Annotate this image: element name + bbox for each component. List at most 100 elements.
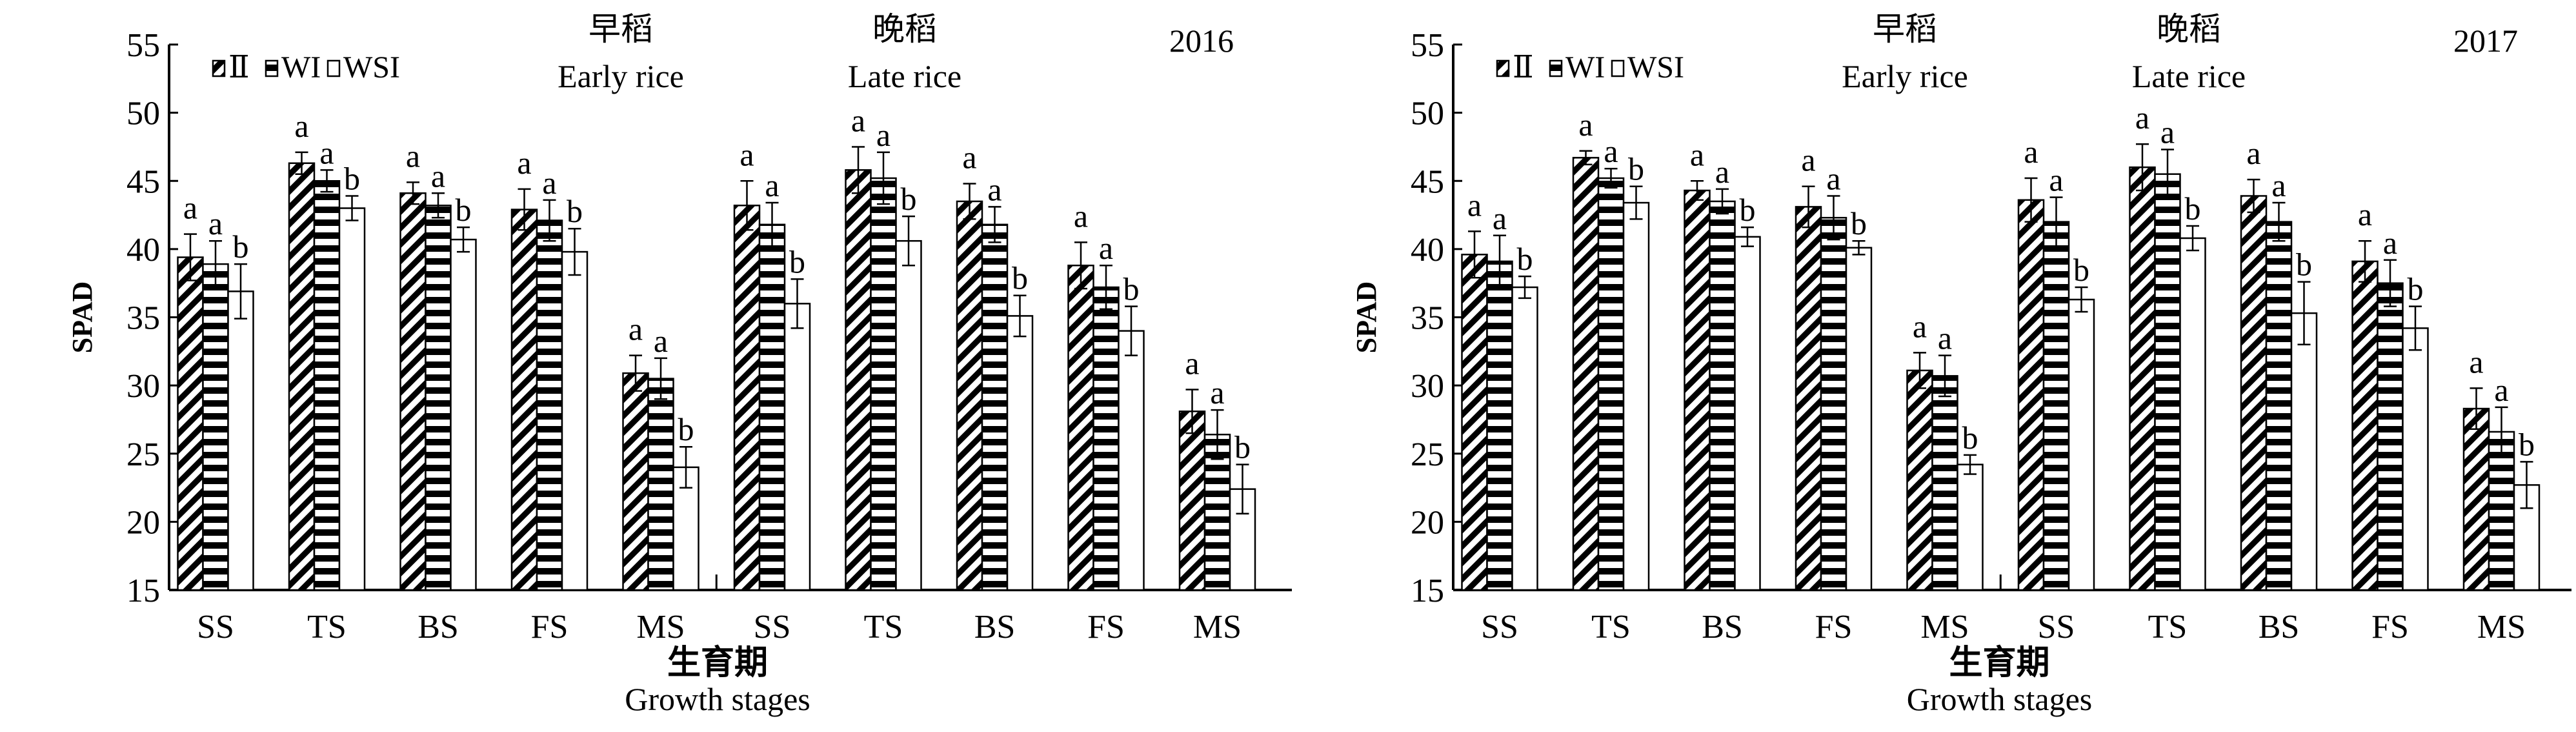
- y-tick-label: 15: [126, 573, 160, 609]
- y-tick-label: 20: [126, 504, 160, 541]
- bar-WSI-FS: [2402, 327, 2429, 591]
- x-tick-label: BS: [974, 609, 1016, 646]
- x-tick-label: FS: [2371, 609, 2409, 646]
- x-tick-label: TS: [864, 609, 903, 646]
- significance-letter: a: [2358, 196, 2372, 232]
- bar-WSI-MS: [1229, 488, 1256, 591]
- season-label-en: Early rice: [1842, 58, 1968, 94]
- bar-II-FS: [2351, 260, 2379, 591]
- x-tick-label: MS: [636, 609, 685, 646]
- bar-WI-MS: [647, 378, 674, 591]
- y-tick-label: 50: [126, 96, 160, 132]
- legend-swatch-II: [212, 59, 226, 77]
- bar-II-FS: [1067, 264, 1094, 591]
- y-tick-label: 55: [1411, 27, 1444, 64]
- significance-letter: a: [1185, 345, 1199, 381]
- significance-letter: a: [1467, 187, 1482, 223]
- significance-letter: a: [2271, 167, 2286, 203]
- significance-letter: a: [2469, 343, 2483, 380]
- significance-letter: a: [1913, 308, 1927, 344]
- y-axis-label: SPAD: [66, 281, 98, 354]
- y-tick-label: 45: [126, 163, 160, 200]
- significance-letter: b: [1234, 429, 1251, 465]
- significance-letter: b: [1517, 241, 1533, 277]
- significance-letter: a: [1801, 142, 1815, 178]
- bar-II-MS: [622, 372, 649, 591]
- season-label-cn: 早稻: [589, 11, 653, 47]
- season-label-en: Early rice: [558, 58, 684, 94]
- significance-letter: a: [2494, 372, 2508, 408]
- bar-WSI-FS: [1845, 247, 1873, 591]
- legend-swatch-II: [1496, 59, 1510, 77]
- significance-letter: a: [1604, 133, 1618, 169]
- x-axis-label: Growth stages: [625, 681, 810, 717]
- legend-label: Ⅱ: [1513, 50, 1534, 85]
- bar-WI-SS: [202, 263, 229, 591]
- bar-WI-BS: [981, 223, 1009, 591]
- y-tick-label: 35: [1411, 300, 1444, 337]
- bar-WSI-SS: [2068, 298, 2095, 591]
- bar-WI-FS: [536, 219, 563, 591]
- bar-WI-TS: [1597, 177, 1625, 591]
- bar-II-FS: [1795, 206, 1822, 591]
- bar-II-SS: [1461, 254, 1488, 591]
- bar-WSI-SS: [783, 303, 811, 591]
- bar-WI-TS: [2154, 173, 2181, 591]
- x-tick-label: TS: [307, 609, 347, 646]
- significance-letter: a: [654, 323, 668, 359]
- bar-WSI-BS: [1734, 236, 1761, 591]
- significance-letter: a: [987, 171, 1001, 207]
- season-label-en: Late rice: [2132, 58, 2246, 94]
- significance-letter: b: [678, 411, 694, 447]
- significance-letter: a: [1210, 374, 1224, 411]
- significance-letter: b: [2296, 247, 2312, 283]
- season-label-cn: 早稻: [1873, 11, 1937, 47]
- x-tick-label: SS: [197, 609, 234, 646]
- significance-letter: b: [456, 192, 472, 228]
- bar-II-TS: [845, 169, 872, 591]
- significance-letter: a: [2135, 99, 2149, 136]
- legend-swatch-WI: [265, 59, 279, 77]
- significance-letter: b: [2073, 252, 2089, 288]
- bar-WSI-TS: [895, 239, 922, 591]
- y-tick-label: 45: [1411, 163, 1444, 200]
- x-tick-label: FS: [531, 609, 569, 646]
- x-axis-label-cn: 生育期: [667, 644, 768, 682]
- significance-letter: a: [517, 145, 531, 181]
- x-tick-label: SS: [2038, 609, 2075, 646]
- bar-WSI-TS: [2179, 237, 2206, 591]
- season-label-cn: 晚稻: [872, 11, 937, 47]
- x-tick-label: BS: [1702, 609, 1743, 646]
- significance-letter: b: [233, 229, 249, 265]
- bar-II-TS: [1572, 157, 1600, 591]
- y-tick-label: 55: [126, 27, 160, 64]
- bar-II-BS: [399, 192, 427, 591]
- significance-letter: a: [629, 311, 643, 347]
- legend-label: WSI: [1627, 50, 1684, 85]
- year-label: 2017: [2453, 23, 2518, 59]
- bar-WI-MS: [1931, 375, 1958, 591]
- bar-II-MS: [2462, 407, 2490, 591]
- significance-letter: a: [962, 139, 976, 175]
- bar-WSI-SS: [1511, 286, 1538, 591]
- significance-letter: b: [1628, 151, 1644, 187]
- significance-letter: a: [1099, 230, 1113, 266]
- x-tick-label: MS: [2477, 609, 2526, 646]
- bar-II-BS: [2240, 195, 2268, 591]
- significance-letter: a: [740, 136, 754, 172]
- y-tick-label: 35: [126, 300, 160, 337]
- significance-letter: a: [2160, 114, 2175, 150]
- x-axis-label-cn: 生育期: [1949, 644, 2049, 682]
- bar-II-SS: [2017, 199, 2045, 591]
- significance-letter: a: [319, 134, 334, 170]
- bar-II-FS: [510, 208, 538, 591]
- legend-label: WSI: [343, 50, 400, 85]
- x-tick-label: FS: [1815, 609, 1853, 646]
- x-tick-label: BS: [418, 609, 459, 646]
- bar-II-BS: [956, 200, 983, 591]
- significance-letter: a: [876, 117, 891, 153]
- season-label-en: Late rice: [848, 58, 961, 94]
- bar-WI-SS: [758, 223, 786, 591]
- significance-letter: a: [2024, 134, 2038, 170]
- significance-letter: a: [1493, 200, 1507, 236]
